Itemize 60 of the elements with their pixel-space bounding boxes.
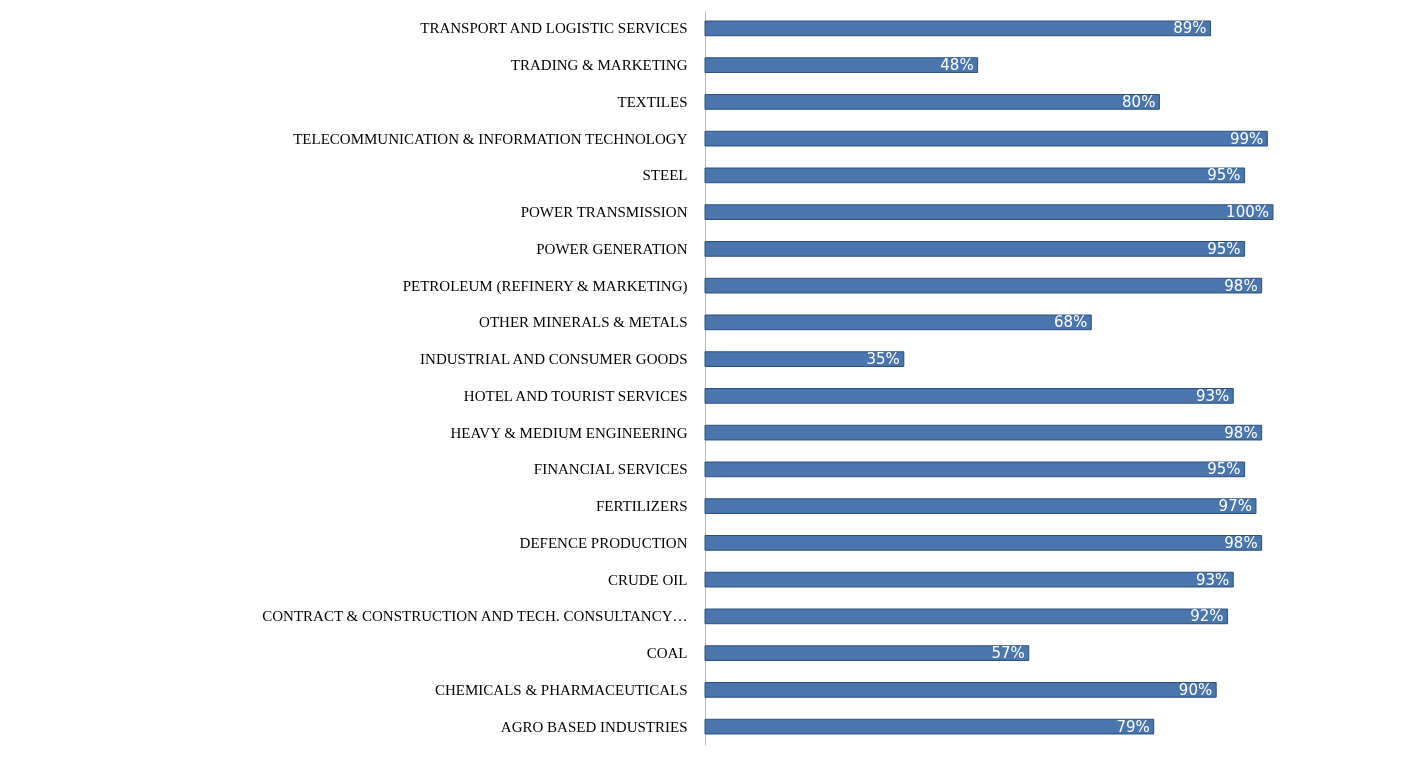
y-tick-label: CHEMICALS & PHARMACEUTICALS	[434, 681, 688, 698]
bar	[704, 535, 1263, 551]
data-label: 57%	[991, 644, 1025, 663]
y-tick-label: TRANSPORT AND LOGISTIC SERVICES	[420, 20, 688, 37]
y-tick-label: PETROLEUM (REFINERY & MARKETING)	[402, 277, 688, 295]
bar	[704, 424, 1263, 441]
data-label: 95%	[1207, 239, 1241, 258]
bar	[704, 130, 1268, 147]
bar	[704, 351, 905, 367]
y-tick-label: INDUSTRIAL AND CONSUMER GOODS	[420, 351, 688, 368]
y-tick-label: CONTRACT & CONSTRUCTION AND TECH. CONSULTANCY…	[262, 608, 688, 625]
bar	[704, 277, 1263, 294]
y-tick-label: DEFENCE PRODUCTION	[519, 534, 688, 551]
bar	[704, 645, 1030, 661]
y-tick-label: OTHER MINERALS & METALS	[479, 314, 688, 331]
bar	[704, 718, 1155, 735]
data-label: 99%	[1229, 129, 1264, 148]
bar	[704, 241, 1246, 257]
y-tick-label: TEXTILES	[617, 93, 688, 110]
bar	[704, 20, 1212, 37]
data-label: 79%	[1116, 717, 1150, 736]
data-label: 35%	[866, 350, 900, 369]
bar	[704, 167, 1246, 184]
data-label: 98%	[1224, 276, 1258, 295]
y-tick-label: CRUDE OIL	[607, 571, 688, 588]
y-tick-label: AGRO BASED INDUSTRIES	[500, 718, 688, 735]
y-tick-label: FERTILIZERS	[595, 498, 688, 515]
y-tick-label: COAL	[646, 645, 688, 662]
data-label: 95%	[1207, 460, 1241, 479]
bar	[704, 314, 1092, 331]
bar	[704, 388, 1234, 404]
bar	[704, 571, 1234, 588]
bar	[704, 57, 979, 73]
data-label: 90%	[1178, 680, 1213, 699]
bar	[704, 682, 1217, 698]
y-tick-label: STEEL	[642, 167, 688, 184]
data-label: 97%	[1218, 497, 1252, 516]
y-tick-label: HOTEL AND TOURIST SERVICES	[463, 387, 688, 404]
y-tick-label: TRADING & MARKETING	[510, 57, 688, 74]
y-tick-label: POWER GENERATION	[536, 240, 688, 257]
bar	[704, 461, 1246, 478]
y-tick-label: HEAVY & MEDIUM ENGINEERING	[450, 424, 688, 441]
data-label: 93%	[1195, 386, 1230, 405]
bar	[704, 498, 1257, 514]
data-label: 98%	[1224, 423, 1258, 442]
data-label: 100%	[1226, 203, 1269, 222]
y-tick-label: FINANCIAL SERVICES	[533, 461, 688, 478]
data-label: 80%	[1122, 92, 1156, 111]
data-label: 98%	[1224, 533, 1258, 552]
data-label: 92%	[1190, 607, 1224, 626]
data-label: 68%	[1053, 313, 1088, 332]
data-label: 89%	[1173, 19, 1207, 38]
data-label: 93%	[1195, 570, 1230, 589]
y-tick-label: TELECOMMUNICATION & INFORMATION TECHNOLOGY	[293, 130, 688, 147]
data-label: 48%	[940, 56, 974, 75]
bar	[704, 608, 1229, 625]
y-tick-label: POWER TRANSMISSION	[520, 204, 688, 221]
data-label: 95%	[1207, 166, 1241, 185]
bar	[704, 94, 1160, 110]
bar	[704, 204, 1274, 220]
